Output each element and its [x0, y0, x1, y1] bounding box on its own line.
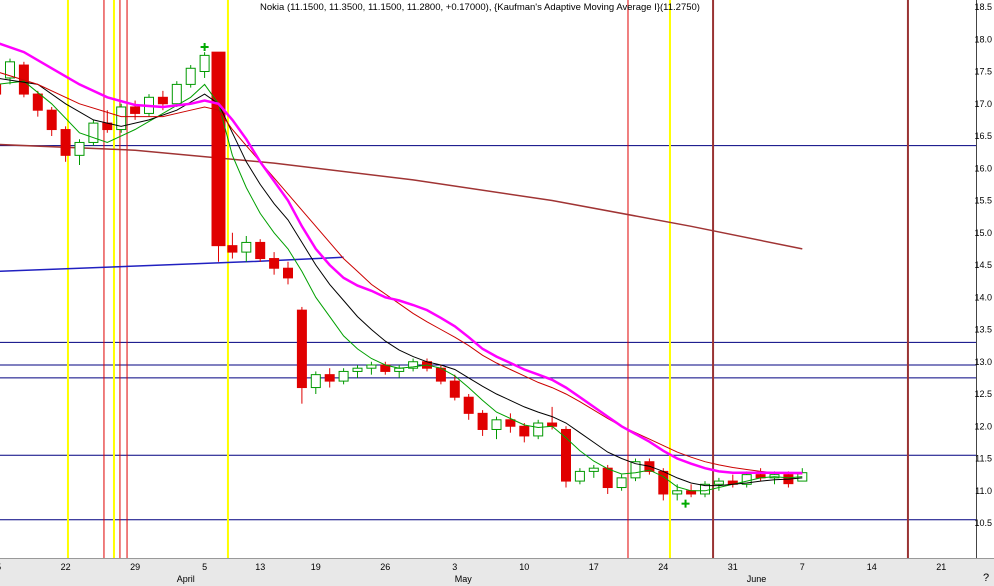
candle-body[interactable]: [519, 425, 530, 437]
candle-body[interactable]: [283, 267, 293, 279]
candle-body[interactable]: [227, 245, 238, 253]
candle-body[interactable]: [199, 54, 210, 72]
x-axis-tick-label: 29: [130, 562, 140, 572]
ma-line-green-ma[interactable]: [0, 80, 803, 492]
x-axis-tick-label: 14: [867, 562, 877, 572]
candle-body[interactable]: [5, 61, 15, 79]
candle-body[interactable]: [463, 396, 474, 414]
y-axis-label: 11.5: [975, 454, 992, 464]
x-axis-tick-label: 21: [936, 562, 946, 572]
ma-line-red-ma[interactable]: [0, 72, 803, 475]
candle-body[interactable]: [185, 67, 196, 85]
candle-body[interactable]: [296, 309, 307, 389]
y-axis-label: 18.5: [974, 2, 992, 12]
y-axis-label: 10.5: [974, 518, 992, 528]
y-axis-label: 15.5: [974, 196, 992, 206]
plot-area: [0, 0, 976, 558]
candle-body[interactable]: [338, 370, 349, 382]
candle-body[interactable]: [116, 106, 127, 131]
y-axis-label: 13.0: [974, 357, 992, 367]
candle-body[interactable]: [324, 374, 335, 382]
candle-body[interactable]: [74, 141, 85, 156]
help-icon[interactable]: ?: [983, 572, 989, 584]
x-axis-tick-label: 22: [61, 562, 71, 572]
y-axis-label: 15.0: [974, 228, 992, 238]
candle-body[interactable]: [211, 51, 226, 247]
x-axis-tick-label: 13: [255, 562, 265, 572]
y-axis-label: 17.5: [974, 67, 992, 77]
candle-body[interactable]: [700, 483, 710, 495]
x-axis-tick-label: 3: [452, 562, 457, 572]
candle-body[interactable]: [60, 129, 71, 156]
y-axis-label: 16.0: [974, 163, 992, 173]
candle-body[interactable]: [18, 64, 29, 95]
candle-body[interactable]: [0, 83, 2, 95]
candle-body[interactable]: [171, 83, 182, 105]
candle-body[interactable]: [477, 412, 488, 430]
candle-body[interactable]: [32, 93, 43, 111]
ma-line-long-term-ma[interactable]: [0, 143, 803, 250]
candle-body[interactable]: [741, 474, 752, 485]
y-axis-label: 12.0: [974, 421, 992, 431]
ma-line-black-ma[interactable]: [0, 78, 803, 487]
y-axis-label: 11.0: [975, 486, 992, 496]
ma-line-kama[interactable]: [0, 42, 803, 475]
candle-body[interactable]: [157, 96, 168, 105]
candle-body[interactable]: [616, 477, 627, 489]
y-axis-label: 14.5: [974, 260, 992, 270]
candle-body[interactable]: [366, 364, 377, 369]
y-axis-label: 14.0: [974, 292, 992, 302]
y-axis-label: 16.5: [974, 131, 992, 141]
y-axis-label: 17.0: [974, 99, 992, 109]
candle-body[interactable]: [255, 241, 266, 260]
candle-body[interactable]: [352, 367, 363, 372]
candle-body[interactable]: [46, 109, 57, 131]
plot-background: [0, 0, 976, 558]
candle-body[interactable]: [547, 422, 558, 427]
x-axis-month-label: May: [455, 574, 473, 584]
x-axis-tick-label: 7: [800, 562, 805, 572]
candle-body[interactable]: [130, 106, 141, 114]
x-axis-tick-label: 26: [380, 562, 390, 572]
y-axis-label: 18.0: [974, 34, 992, 44]
x-axis-band: [0, 558, 994, 586]
x-axis-tick-label: 17: [589, 562, 599, 572]
x-axis-month-label: April: [177, 574, 195, 584]
candle-body[interactable]: [88, 122, 99, 143]
x-axis-tick-label: 5: [202, 562, 207, 572]
candle-body[interactable]: [408, 361, 419, 369]
candle-body[interactable]: [672, 490, 683, 495]
candle-body[interactable]: [241, 241, 252, 253]
candle-body[interactable]: [713, 480, 724, 485]
candle-body[interactable]: [269, 258, 280, 269]
x-axis-tick-label: 10: [519, 562, 529, 572]
x-axis-tick-label: 15: [0, 562, 1, 572]
y-axis-label: 13.5: [974, 325, 992, 335]
x-axis-tick-label: 19: [311, 562, 321, 572]
y-axis-label: 12.5: [974, 389, 992, 399]
candle-body[interactable]: [449, 380, 460, 398]
candle-body[interactable]: [310, 374, 321, 389]
candle-body[interactable]: [630, 461, 641, 479]
chart-title: Nokia (11.1500, 11.3500, 11.1500, 11.280…: [260, 2, 700, 13]
x-axis-tick-label: 24: [658, 562, 668, 572]
candle-body[interactable]: [602, 467, 613, 489]
x-axis-month-label: June: [747, 574, 767, 584]
x-axis-tick-label: 31: [728, 562, 738, 572]
candle-body[interactable]: [505, 419, 516, 427]
candle-body[interactable]: [574, 470, 585, 482]
candle-body[interactable]: [588, 467, 599, 472]
candle-body[interactable]: [533, 422, 544, 437]
candle-body[interactable]: [561, 428, 571, 482]
candle-body[interactable]: [491, 419, 502, 430]
